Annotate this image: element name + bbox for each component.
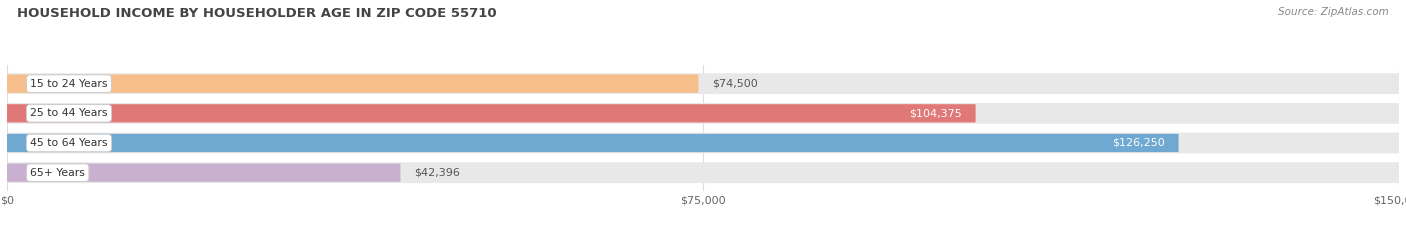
Text: $42,396: $42,396 <box>415 168 460 178</box>
Text: $126,250: $126,250 <box>1112 138 1164 148</box>
FancyBboxPatch shape <box>7 164 401 182</box>
FancyBboxPatch shape <box>7 162 1399 183</box>
FancyBboxPatch shape <box>7 133 1399 153</box>
Text: 45 to 64 Years: 45 to 64 Years <box>31 138 108 148</box>
Text: 15 to 24 Years: 15 to 24 Years <box>31 79 108 89</box>
Text: $104,375: $104,375 <box>908 108 962 118</box>
Text: $74,500: $74,500 <box>713 79 758 89</box>
Text: Source: ZipAtlas.com: Source: ZipAtlas.com <box>1278 7 1389 17</box>
Text: HOUSEHOLD INCOME BY HOUSEHOLDER AGE IN ZIP CODE 55710: HOUSEHOLD INCOME BY HOUSEHOLDER AGE IN Z… <box>17 7 496 20</box>
FancyBboxPatch shape <box>7 75 699 93</box>
FancyBboxPatch shape <box>7 103 1399 124</box>
FancyBboxPatch shape <box>7 73 1399 94</box>
Text: 65+ Years: 65+ Years <box>31 168 86 178</box>
FancyBboxPatch shape <box>7 134 1178 152</box>
Text: 25 to 44 Years: 25 to 44 Years <box>31 108 108 118</box>
FancyBboxPatch shape <box>7 104 976 123</box>
